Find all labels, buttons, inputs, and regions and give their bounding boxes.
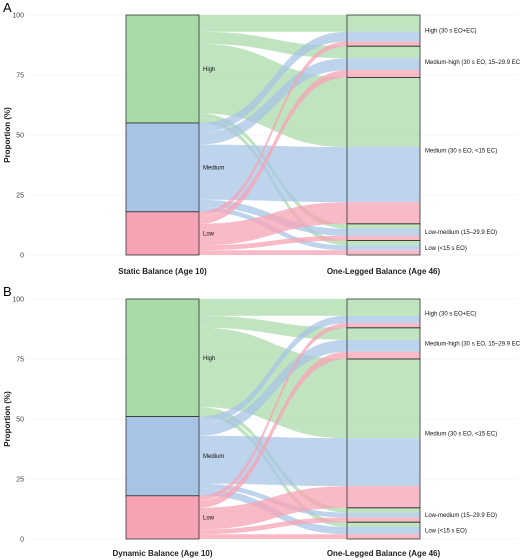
y-tick-label: 25: [16, 193, 24, 200]
right-stratum-label: High (30 s EO+EC): [425, 29, 477, 35]
right-stratum-segment: [347, 507, 420, 513]
panel-label-b: B: [3, 284, 12, 299]
flow-low-to-low-15-s-eo: [199, 534, 347, 539]
y-tick-label: 50: [16, 417, 24, 424]
right-stratum-segment: [347, 147, 420, 203]
flow-low-to-low-15-s-eo: [199, 250, 347, 255]
right-stratum-label: Medium (30 s EO, <15 EC): [425, 149, 497, 155]
flow-low-to-medium-30-s-eo-15-ec: [199, 202, 347, 246]
y-tick-label: 0: [20, 253, 24, 260]
flow-medium-to-medium-30-s-eo-15-ec: [199, 435, 347, 487]
panel-label-a: A: [3, 0, 12, 15]
right-stratum-segment: [347, 77, 420, 147]
right-stratum-segment: [347, 327, 420, 340]
flow-high-to-medium-high-30-s-eo-15-29-9-ec: [199, 315, 347, 340]
right-stratum-segment: [347, 240, 420, 246]
left-stratum-label: High: [203, 67, 215, 73]
left-stratum-label: High: [203, 356, 215, 362]
right-stratum-label: Medium-high (30 s EO, 15–29.9 EC): [425, 60, 520, 66]
right-stratum-low-15-s-eo: [346, 240, 421, 256]
right-stratum-segment: [347, 223, 420, 229]
right-stratum-segment: [347, 228, 420, 236]
right-stratum-segment: [347, 58, 420, 71]
left-stratum-medium: [125, 122, 200, 213]
right-stratum-segment: [347, 31, 420, 42]
flow-medium-to-high-30-s-eo-ec: [199, 31, 347, 133]
flow-medium-to-high-30-s-eo-ec: [199, 315, 347, 424]
flow-low-to-low-medium-15-29-9-eo: [199, 517, 347, 535]
right-stratum-segment: [347, 339, 420, 352]
right-stratum-segment: [347, 235, 420, 241]
flow-high-to-high-30-s-eo-ec: [199, 299, 347, 316]
left-stratum-label: Low: [203, 515, 215, 521]
flow-low-to-medium-high-30-s-eo-15-29-9-ec: [199, 70, 347, 224]
right-stratum-segment: [347, 46, 420, 59]
right-stratum-segment: [347, 323, 420, 328]
right-stratum-segment: [347, 250, 420, 255]
right-stratum-segment: [347, 534, 420, 539]
left-stratum-high: [125, 298, 200, 417]
flow-low-to-medium-high-30-s-eo-15-29-9-ec: [199, 351, 347, 508]
flow-low-to-high-30-s-eo-ec: [199, 41, 347, 217]
right-stratum-segment: [347, 359, 420, 439]
y-tick-label: 100: [12, 297, 24, 304]
x-axis-label-left: Static Balance (Age 10): [118, 267, 207, 276]
y-axis-title: Proportion (%): [3, 107, 12, 163]
right-stratum-label: Low (<15 s EO): [425, 529, 467, 535]
right-stratum-segment: [347, 70, 420, 78]
left-stratum-low: [125, 495, 200, 540]
y-tick-label: 100: [12, 13, 24, 20]
left-stratum-medium: [125, 416, 200, 497]
flow-medium-to-medium-high-30-s-eo-15-29-9-ec: [199, 58, 347, 145]
y-tick-label: 75: [16, 73, 24, 80]
flow-high-to-medium-high-30-s-eo-15-29-9-ec: [199, 31, 347, 59]
y-tick-label: 75: [16, 357, 24, 364]
right-stratum-label: Low-medium (15–29.9 EO): [425, 513, 497, 519]
right-stratum-segment: [347, 15, 420, 32]
right-stratum-segment: [347, 527, 420, 535]
right-stratum-segment: [347, 41, 420, 47]
x-axis-label-left: Dynamic Balance (Age 10): [112, 549, 212, 558]
right-stratum-label: Medium (30 s EO, <15 EC): [425, 431, 497, 437]
flow-low-to-low-medium-15-29-9-eo: [199, 235, 347, 251]
y-tick-label: 25: [16, 477, 24, 484]
right-stratum-segment: [347, 202, 420, 224]
x-axis-label-right: One-Legged Balance (Age 46): [327, 549, 441, 558]
flow-low-to-high-30-s-eo-ec: [199, 323, 347, 501]
left-stratum-label: Medium: [203, 165, 224, 171]
left-stratum-low: [125, 211, 200, 256]
flow-low-to-medium-30-s-eo-15-ec: [199, 486, 347, 530]
left-stratum-high: [125, 14, 200, 124]
y-axis-title: Proportion (%): [3, 391, 12, 447]
right-stratum-segment: [347, 517, 420, 523]
flow-medium-to-medium-30-s-eo-15-ec: [199, 144, 347, 203]
right-stratum-label: Low (<15 s EO): [425, 246, 467, 252]
right-stratum-segment: [347, 315, 420, 323]
right-stratum-low-15-s-eo: [346, 521, 421, 540]
flow-medium-to-medium-high-30-s-eo-15-29-9-ec: [199, 339, 347, 436]
right-stratum-segment: [347, 245, 420, 251]
x-axis-label-right: One-Legged Balance (Age 46): [327, 267, 441, 276]
right-stratum-label: High (30 s EO+EC): [425, 311, 477, 317]
right-stratum-label: Low-medium (15–29.9 EO): [425, 230, 497, 236]
right-stratum-segment: [347, 351, 420, 359]
y-tick-label: 0: [20, 537, 24, 544]
right-stratum-segment: [347, 486, 420, 508]
right-stratum-segment: [347, 299, 420, 316]
left-stratum-label: Low: [203, 231, 215, 237]
flow-high-to-high-30-s-eo-ec: [199, 15, 347, 32]
right-stratum-label: Medium-high (30 s EO, 15–29.9 EC): [425, 341, 520, 347]
right-stratum-segment: [347, 512, 420, 518]
right-stratum-segment: [347, 438, 420, 487]
left-stratum-label: Medium: [203, 454, 224, 460]
right-stratum-segment: [347, 522, 420, 527]
y-tick-label: 50: [16, 133, 24, 140]
flow-high-to-medium-30-s-eo-15-ec: [199, 43, 347, 147]
